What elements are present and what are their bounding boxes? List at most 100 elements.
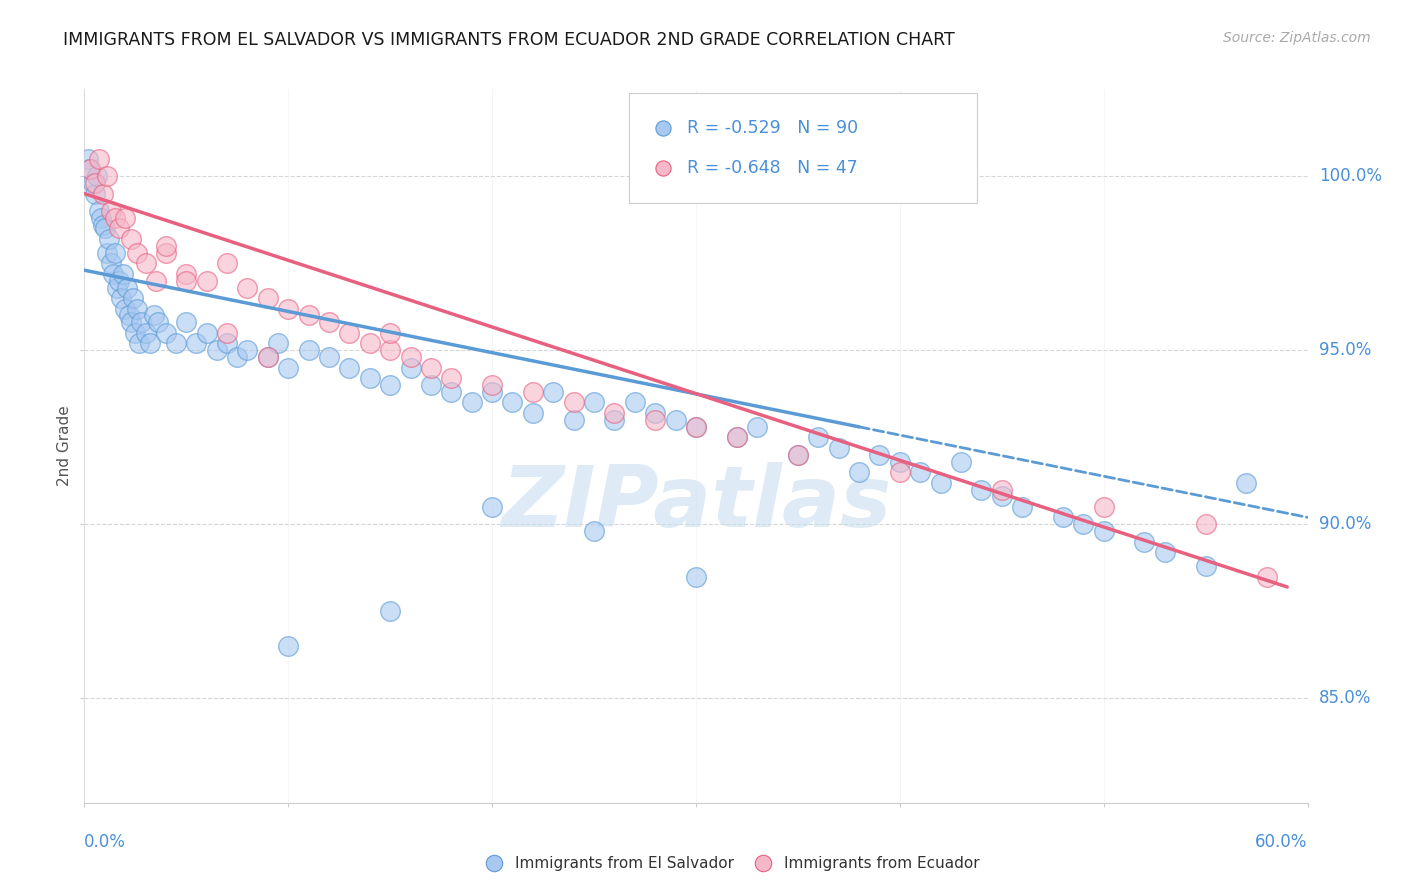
Point [1195, 517, 1218, 532]
Point [236, 280, 259, 294]
Point [96, 169, 118, 184]
Point [1011, 500, 1033, 514]
Point [257, 350, 280, 364]
Point [685, 569, 707, 583]
Point [110, 291, 132, 305]
Point [970, 483, 993, 497]
Point [522, 406, 544, 420]
Point [910, 465, 932, 479]
Point [562, 395, 585, 409]
Point [644, 406, 666, 420]
Point [257, 350, 280, 364]
Point [991, 490, 1014, 504]
Point [142, 309, 165, 323]
Text: 85.0%: 85.0% [1319, 690, 1371, 707]
Point [807, 430, 830, 444]
Y-axis label: 2nd Grade: 2nd Grade [56, 406, 72, 486]
Text: 90.0%: 90.0% [1319, 516, 1371, 533]
Point [77, 152, 100, 166]
Point [685, 420, 707, 434]
Point [97, 232, 120, 246]
Point [725, 430, 748, 444]
Text: 95.0%: 95.0% [1319, 342, 1371, 359]
Point [950, 455, 973, 469]
Point [138, 336, 160, 351]
Point [624, 395, 647, 409]
Point [359, 371, 381, 385]
Point [108, 221, 131, 235]
Point [115, 280, 138, 294]
Point [380, 378, 402, 392]
Point [828, 441, 851, 455]
Point [174, 274, 197, 288]
Point [665, 413, 688, 427]
Point [1154, 545, 1177, 559]
Point [869, 448, 891, 462]
Point [135, 256, 157, 270]
Point [145, 274, 167, 288]
Point [848, 465, 870, 479]
Point [440, 385, 463, 400]
Point [127, 245, 149, 260]
Text: ZIPatlas: ZIPatlas [501, 461, 891, 545]
Point [522, 385, 544, 400]
Point [481, 500, 503, 514]
FancyBboxPatch shape [628, 93, 977, 203]
Point [217, 256, 239, 270]
Point [318, 350, 340, 364]
Point [725, 430, 748, 444]
Point [122, 291, 145, 305]
Point [112, 267, 135, 281]
Point [105, 280, 128, 294]
Point [298, 343, 321, 358]
Point [543, 385, 565, 400]
Point [114, 211, 136, 225]
Point [79, 162, 101, 177]
Point [79, 162, 101, 177]
Point [339, 326, 361, 340]
Point [747, 420, 769, 434]
Point [146, 315, 169, 329]
Text: Source: ZipAtlas.com: Source: ZipAtlas.com [1223, 31, 1371, 45]
Point [257, 291, 280, 305]
Point [100, 256, 122, 270]
Point [83, 186, 105, 201]
Point [787, 448, 810, 462]
Point [1133, 534, 1156, 549]
Point [1256, 569, 1278, 583]
Point [120, 315, 142, 329]
Point [83, 176, 105, 190]
Point [889, 465, 911, 479]
Point [461, 395, 484, 409]
Text: 100.0%: 100.0% [1319, 167, 1382, 186]
Point [101, 267, 124, 281]
Point [298, 309, 321, 323]
Point [644, 413, 666, 427]
Point [90, 211, 112, 225]
Point [226, 350, 249, 364]
Point [100, 204, 122, 219]
Point [236, 343, 259, 358]
Point [186, 336, 208, 351]
Point [86, 169, 108, 184]
Point [583, 395, 606, 409]
Point [108, 274, 131, 288]
Point [603, 406, 626, 420]
Point [127, 301, 149, 316]
Text: 0.0%: 0.0% [84, 833, 127, 851]
Point [339, 360, 361, 375]
Point [91, 186, 114, 201]
Point [217, 326, 239, 340]
Point [502, 395, 524, 409]
Point [603, 413, 626, 427]
Point [155, 245, 177, 260]
Point [481, 385, 503, 400]
Point [889, 455, 911, 469]
Text: R = -0.648   N = 47: R = -0.648 N = 47 [688, 159, 858, 177]
Point [787, 448, 810, 462]
Point [128, 336, 150, 351]
Point [93, 221, 115, 235]
Point [1236, 475, 1258, 490]
Text: IMMIGRANTS FROM EL SALVADOR VS IMMIGRANTS FROM ECUADOR 2ND GRADE CORRELATION CHA: IMMIGRANTS FROM EL SALVADOR VS IMMIGRANT… [63, 31, 955, 49]
Point [195, 274, 218, 288]
